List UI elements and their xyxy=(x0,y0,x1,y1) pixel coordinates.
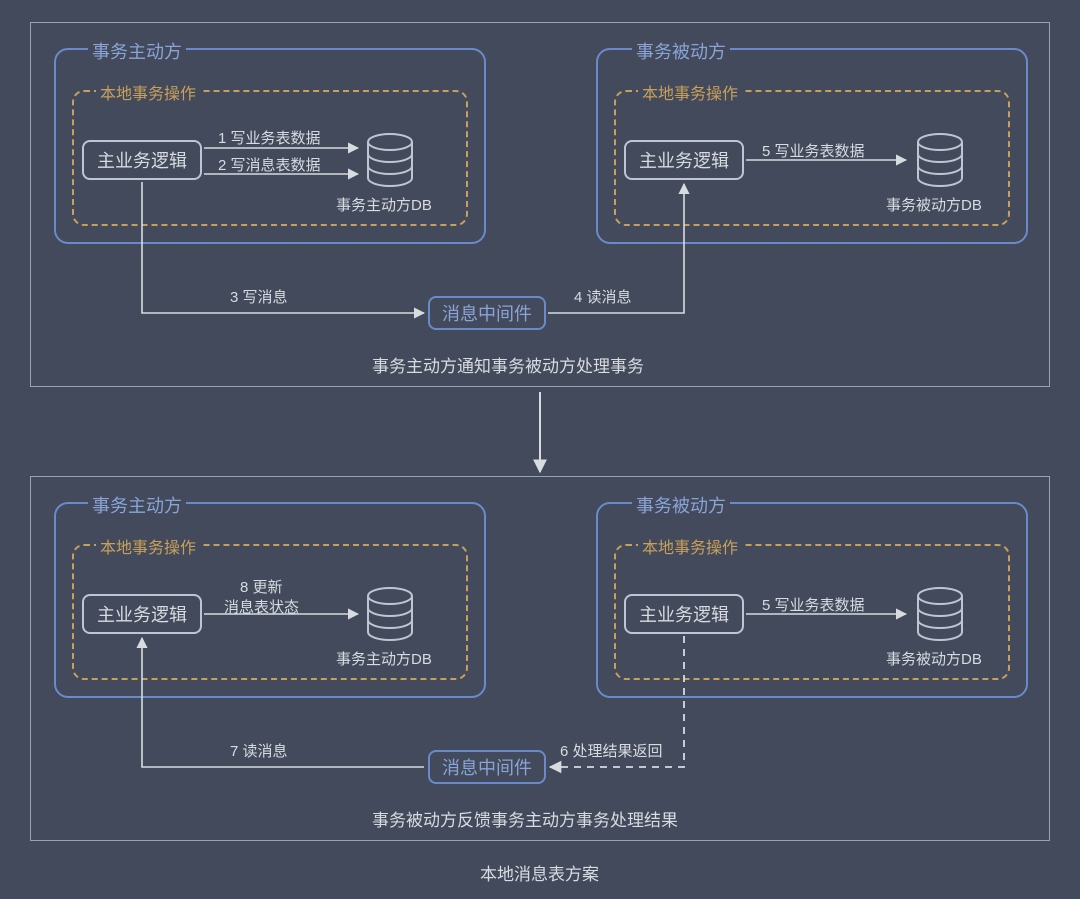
edge8a-label: 8 更新 xyxy=(240,576,283,597)
bottom-left-active-title: 事务主动方 xyxy=(88,492,186,518)
bottom-right-db-icon xyxy=(912,586,968,642)
bottom-left-node: 主业务逻辑 xyxy=(82,594,202,634)
top-right-node: 主业务逻辑 xyxy=(624,140,744,180)
bottom-left-db-icon xyxy=(362,586,418,642)
top-right-db-label: 事务被动方DB xyxy=(886,194,982,215)
edge2-label: 2 写消息表数据 xyxy=(218,154,321,175)
edge7-label: 7 读消息 xyxy=(230,740,288,761)
bottom-right-passive-title: 事务被动方 xyxy=(632,492,730,518)
top-mq-box: 消息中间件 xyxy=(428,296,546,330)
top-left-db-label: 事务主动方DB xyxy=(336,194,432,215)
top-right-passive-title: 事务被动方 xyxy=(632,38,730,64)
bottom-left-db-label: 事务主动方DB xyxy=(336,648,432,669)
top-caption: 事务主动方通知事务被动方处理事务 xyxy=(372,352,644,377)
edge5b-label: 5 写业务表数据 xyxy=(762,594,865,615)
edge8b-label: 消息表状态 xyxy=(224,596,299,617)
top-left-active-title: 事务主动方 xyxy=(88,38,186,64)
top-left-node: 主业务逻辑 xyxy=(82,140,202,180)
bottom-mq-box: 消息中间件 xyxy=(428,750,546,784)
footer-caption: 本地消息表方案 xyxy=(480,860,599,885)
edge4-label: 4 读消息 xyxy=(574,286,632,307)
edge3-label: 3 写消息 xyxy=(230,286,288,307)
top-right-db-icon xyxy=(912,132,968,188)
top-right-dashed-title: 本地事务操作 xyxy=(638,80,742,104)
edge6-label: 6 处理结果返回 xyxy=(560,740,663,761)
edge5-label: 5 写业务表数据 xyxy=(762,140,865,161)
bottom-right-db-label: 事务被动方DB xyxy=(886,648,982,669)
bottom-right-node: 主业务逻辑 xyxy=(624,594,744,634)
bottom-caption: 事务被动方反馈事务主动方事务处理结果 xyxy=(372,806,678,831)
top-left-dashed-title: 本地事务操作 xyxy=(96,80,200,104)
bottom-right-dashed-title: 本地事务操作 xyxy=(638,534,742,558)
edge1-label: 1 写业务表数据 xyxy=(218,127,321,148)
top-left-db-icon xyxy=(362,132,418,188)
bottom-left-dashed-title: 本地事务操作 xyxy=(96,534,200,558)
